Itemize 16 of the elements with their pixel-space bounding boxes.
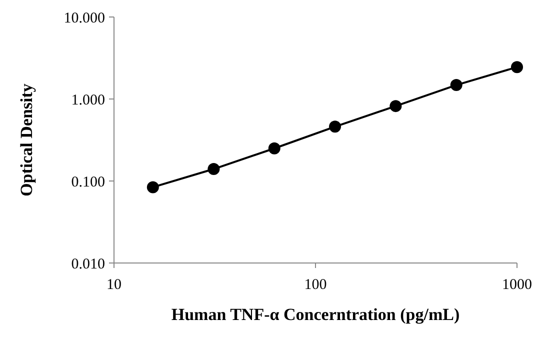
point — [511, 61, 523, 74]
point — [329, 120, 342, 133]
point — [146, 181, 159, 194]
point — [450, 79, 462, 92]
x-tick-label: 10 — [106, 277, 122, 293]
point — [390, 100, 402, 112]
point — [268, 142, 280, 154]
point — [208, 163, 220, 176]
x-axis-title: Human TNF-α Concerntration (pg/mL) — [171, 305, 460, 324]
y-tick-label: 1.000 — [71, 92, 105, 108]
y-axis-title: Optical Density — [17, 83, 36, 196]
y-tick-label: 0.100 — [71, 174, 105, 190]
x-tick-label: 1000 — [502, 277, 532, 293]
y-tick-label: 10.000 — [64, 10, 105, 26]
x-tick-label: 100 — [304, 277, 327, 293]
y-tick-label: 0.010 — [71, 256, 105, 272]
